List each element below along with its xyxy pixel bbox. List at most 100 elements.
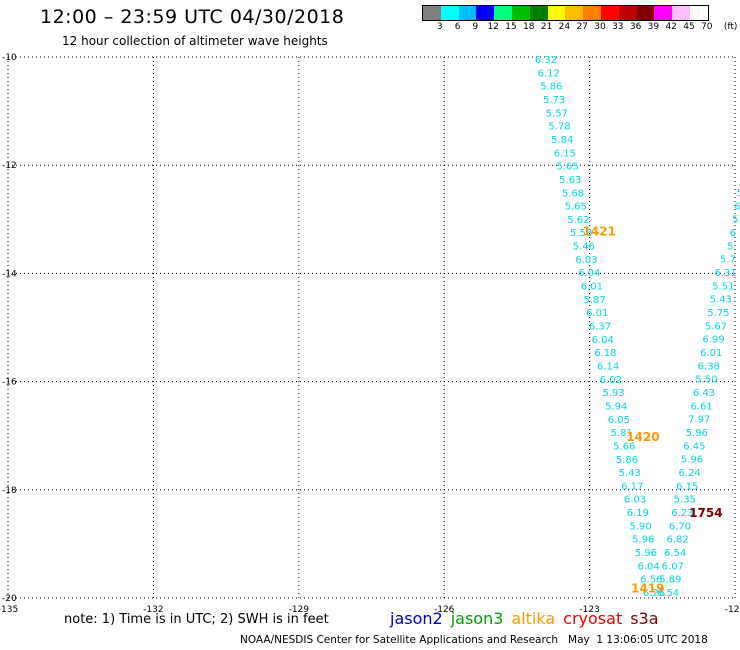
- track1-swh-value: 6.03: [575, 255, 597, 266]
- color-scale-label: 12: [487, 22, 499, 32]
- color-scale-label: 9: [472, 22, 479, 32]
- page-title: 12:00 – 23:59 UTC 04/30/2018: [40, 6, 345, 28]
- color-scale-label: 70: [701, 22, 713, 32]
- track2-swh-value: 6.07: [662, 561, 684, 572]
- lon-tick-label: -129: [289, 605, 310, 615]
- track1-swh-value: 5.62: [567, 215, 589, 226]
- color-scale-cell-4: [494, 6, 512, 20]
- track2-swh-value: 6.43: [693, 388, 715, 399]
- track2-swh-value: 6: [734, 201, 740, 212]
- lat-tick-label: -10: [2, 53, 17, 63]
- color-scale-label: 42: [665, 22, 677, 32]
- track1-swh-value: 5.65: [556, 162, 578, 173]
- track2-swh-value: 6.31: [714, 268, 736, 279]
- track1-swh-value: 5.78: [548, 122, 570, 133]
- track1-swh-value: 5.93: [602, 388, 624, 399]
- track2-swh-value: 5: [727, 241, 733, 252]
- color-scale-cell-5: [511, 6, 530, 20]
- track2-swh-value: 6.38: [698, 361, 720, 372]
- track1-swh-value: 6.19: [627, 508, 649, 519]
- track1-swh-value: 6.37: [589, 322, 611, 333]
- track1-swh-value: 5.65: [565, 202, 587, 213]
- track1-swh-value: 6.04: [637, 561, 659, 572]
- track1-swh-value: 6.04: [578, 268, 600, 279]
- track1-swh-value: 6.14: [597, 361, 619, 372]
- color-scale-label: 18: [523, 22, 535, 32]
- pass-time-label: 1419: [631, 582, 664, 596]
- lon-tick-label: -126: [434, 605, 455, 615]
- track2-swh-value: 5.43: [710, 295, 732, 306]
- track2-swh-value: 5.89: [659, 575, 681, 586]
- track2-swh-value: 5.67: [705, 321, 727, 332]
- track1-swh-value: 6.56: [640, 575, 662, 586]
- track1-swh-value: 5.87: [583, 295, 605, 306]
- color-scale-label: 15: [505, 22, 517, 32]
- color-scale-cell-11: [618, 6, 637, 20]
- track1-swh-value: 6.17: [621, 481, 643, 492]
- page-subtitle: 12 hour collection of altimeter wave hei…: [62, 34, 328, 48]
- lat-tick-label: -16: [2, 378, 17, 388]
- lat-tick-label: -12: [2, 161, 17, 171]
- satellite-tracks: 6.32 6.12 5.86 5.73 5.57 5.78 5.84 6.15 5.65 5.63…: [535, 55, 740, 599]
- color-scale-unit: (ft): [723, 22, 738, 32]
- color-scale-label: 30: [594, 22, 606, 32]
- track1-swh-value: 6.01: [586, 308, 608, 319]
- track1-swh-value: 5.57: [546, 108, 568, 119]
- track1-swh-value: 5.90: [629, 521, 651, 532]
- track1-swh-value: 5.68: [562, 188, 584, 199]
- lat-tick-label: -20: [2, 594, 17, 604]
- track2-swh-value: 5.51: [712, 281, 734, 292]
- track1-swh-value: 5.43: [619, 468, 641, 479]
- track1-swh-value: 6.03: [624, 495, 646, 506]
- track2-swh-value: 5.96: [681, 455, 703, 466]
- color-scale-cell-15: [689, 6, 708, 20]
- track2-swh-value: 6.24: [678, 468, 700, 479]
- track1-swh-value: 6.26: [643, 588, 665, 599]
- track2-swh-value: 6.45: [683, 441, 705, 452]
- legend-jason2: jason2: [390, 609, 443, 628]
- color-scale-cell-3: [476, 6, 495, 20]
- lon-tick-label: -120: [725, 605, 740, 615]
- track1-swh-value: 5.66: [613, 441, 635, 452]
- color-scale-label: 21: [540, 22, 553, 32]
- lon-tick-label: -135: [0, 605, 18, 615]
- track1-swh-value: 6.32: [535, 55, 557, 66]
- color-scale-cell-6: [529, 6, 548, 20]
- footer-credit: NOAA/NESDIS Center for Satellite Applica…: [240, 634, 708, 646]
- units-note: note: 1) Time is in UTC; 2) SWH is in fe…: [64, 612, 329, 627]
- color-scale-cell-13: [654, 6, 673, 20]
- legend-cryosat: cryosat: [563, 609, 623, 628]
- track2-swh-value: 6: [730, 228, 736, 239]
- color-scale-cell-2: [458, 6, 477, 20]
- track2-swh-value: 6.23: [671, 508, 693, 519]
- track1-swh-value: 5.81: [610, 428, 632, 439]
- pass-time-label: 1421: [583, 225, 616, 239]
- track2-swh-value: 6.54: [657, 588, 679, 599]
- color-scale-cell-12: [636, 6, 655, 20]
- track1-swh-value: 5.96: [632, 535, 654, 546]
- track2-swh-value: 5.50: [695, 375, 717, 386]
- color-scale-labels: 3 6 9 12 15 18 21 24 27 30 33 36 39 42 45 70 (ft): [422, 22, 740, 34]
- satellite-legend: jason2 jason3 altika cryosat s3a: [390, 609, 667, 628]
- lat-tick-label: -18: [2, 486, 17, 496]
- track1-swh-value: 5.86: [540, 82, 562, 93]
- track2-swh-value: 7.97: [688, 415, 710, 426]
- legend-s3a: s3a: [630, 609, 659, 628]
- track2-swh-value: 6.01: [700, 348, 722, 359]
- track2-swh-value: 6.99: [702, 335, 724, 346]
- color-scale-cell-1: [440, 6, 459, 20]
- color-scale-cell-8: [565, 6, 584, 20]
- track1-swh-value: 6.04: [592, 335, 614, 346]
- pass-labels: 1421 1420 1419 1754: [583, 225, 723, 596]
- track2-swh-value: 5: [732, 215, 738, 226]
- track1-swh-value: 5.96: [635, 548, 657, 559]
- legend-altika: altika: [511, 609, 556, 628]
- track1-swh-value: 5.84: [551, 135, 573, 146]
- track1-swh-value: 6.05: [608, 415, 630, 426]
- color-scale-bar: [422, 5, 709, 21]
- color-scale-label: 45: [683, 22, 695, 32]
- track1-swh-value: 5.58: [570, 228, 592, 239]
- color-scale-label: 6: [454, 22, 461, 32]
- color-scale-label: 3: [436, 22, 443, 32]
